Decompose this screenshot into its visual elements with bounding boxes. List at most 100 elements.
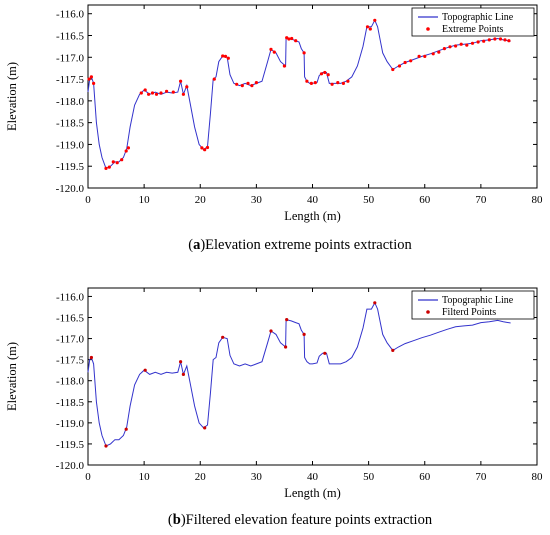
feature-point <box>92 81 96 85</box>
feature-point <box>493 37 497 41</box>
feature-point <box>221 335 225 339</box>
feature-point <box>203 148 207 152</box>
feature-point <box>319 72 324 76</box>
feature-point <box>391 348 395 352</box>
feature-point <box>465 43 469 47</box>
feature-point <box>476 40 480 44</box>
feature-point <box>179 79 183 83</box>
panel-caption: (b)Filtered elevation feature points ext… <box>168 512 433 528</box>
feature-point <box>154 92 159 96</box>
feature-point <box>373 18 377 22</box>
x-tick-label: 0 <box>85 194 91 206</box>
y-tick-label: -118.0 <box>56 376 85 388</box>
feature-point <box>104 444 108 448</box>
feature-point <box>115 161 119 165</box>
feature-point <box>104 166 108 170</box>
x-axis-label: Length (m) <box>284 209 341 223</box>
x-axis-label: Length (m) <box>284 486 341 500</box>
x-tick-label: 40 <box>307 471 319 483</box>
y-tick-label: -119.5 <box>56 439 85 451</box>
feature-point <box>302 51 306 55</box>
feature-point <box>269 329 273 333</box>
x-tick-label: 50 <box>363 194 375 206</box>
feature-point <box>212 77 216 81</box>
legend-box <box>411 290 535 320</box>
topographic-line-series <box>87 301 511 447</box>
feature-point <box>323 70 327 75</box>
feature-point <box>285 318 289 322</box>
y-tick-label: -116.5 <box>56 31 85 43</box>
feature-point <box>185 85 189 89</box>
feature-point <box>341 81 345 85</box>
y-tick-label: -118.0 <box>56 96 85 108</box>
feature-point <box>305 79 309 83</box>
y-axis-label: Elevation (m) <box>5 62 19 131</box>
x-tick-label: 40 <box>307 194 319 206</box>
feature-point <box>282 64 286 68</box>
feature-point <box>107 165 111 169</box>
y-tick-label: -117.5 <box>56 74 85 86</box>
chart-panel-a: 0 10 20 30 40 50 60 70 80 -116.0 -116.5 -117.0 -117.… <box>5 4 544 253</box>
legend-entry-line: Topographic Line <box>442 295 514 306</box>
feature-point <box>143 368 147 372</box>
feature-point <box>409 59 413 63</box>
feature-point <box>159 91 163 95</box>
legend-entry-points: Filterd Points <box>442 307 496 318</box>
feature-point <box>503 38 507 42</box>
y-tick-label: -117.0 <box>56 52 85 64</box>
feature-point <box>437 50 441 54</box>
x-tick-label: 60 <box>419 471 431 483</box>
feature-point <box>87 77 91 81</box>
feature-point <box>287 37 291 41</box>
feature-point <box>326 73 330 77</box>
feature-point <box>200 146 204 150</box>
x-tick-label: 80 <box>532 471 544 483</box>
feature-point <box>272 50 276 54</box>
feature-point <box>150 91 155 95</box>
feature-point <box>165 89 169 93</box>
x-tick-label: 80 <box>532 194 544 206</box>
feature-point <box>454 44 458 48</box>
x-tick-label: 30 <box>251 471 263 483</box>
feature-point <box>294 39 298 43</box>
legend-point-swatch <box>426 27 430 31</box>
feature-point <box>126 146 130 150</box>
feature-point <box>373 301 377 305</box>
y-tick-label: -119.0 <box>56 418 85 430</box>
feature-point <box>365 25 370 29</box>
feature-point <box>309 81 313 85</box>
y-tick-label: -120.0 <box>56 183 85 195</box>
feature-point <box>269 47 273 52</box>
chart-panel-b: 0 10 20 30 40 50 60 70 80 -116.0 -116.5 -117.0 -117.… <box>5 287 544 528</box>
feature-point <box>246 81 250 85</box>
feature-point <box>403 60 407 65</box>
feature-point <box>487 38 491 42</box>
x-tick-label: 50 <box>363 471 375 483</box>
feature-point <box>120 158 124 162</box>
feature-point <box>254 81 258 85</box>
feature-point <box>431 52 435 56</box>
y-tick-label: -120.0 <box>56 460 85 472</box>
feature-point <box>171 90 175 94</box>
feature-point <box>203 426 207 430</box>
feature-point <box>482 39 486 43</box>
x-tick-label: 10 <box>139 194 151 206</box>
x-tick-label: 20 <box>195 471 207 483</box>
feature-point <box>346 79 350 83</box>
feature-point <box>302 332 306 336</box>
y-axis-label: Elevation (m) <box>5 342 19 411</box>
y-tick-label: -117.0 <box>56 334 85 346</box>
feature-point <box>284 345 288 349</box>
feature-point <box>442 47 446 51</box>
y-tick-label: -116.5 <box>56 313 85 325</box>
feature-point <box>181 372 185 376</box>
x-tick-label: 70 <box>475 471 487 483</box>
feature-point <box>313 81 317 85</box>
legend-box <box>411 7 535 37</box>
feature-point <box>89 75 93 79</box>
feature-point <box>448 45 452 49</box>
x-tick-label: 30 <box>251 194 263 206</box>
